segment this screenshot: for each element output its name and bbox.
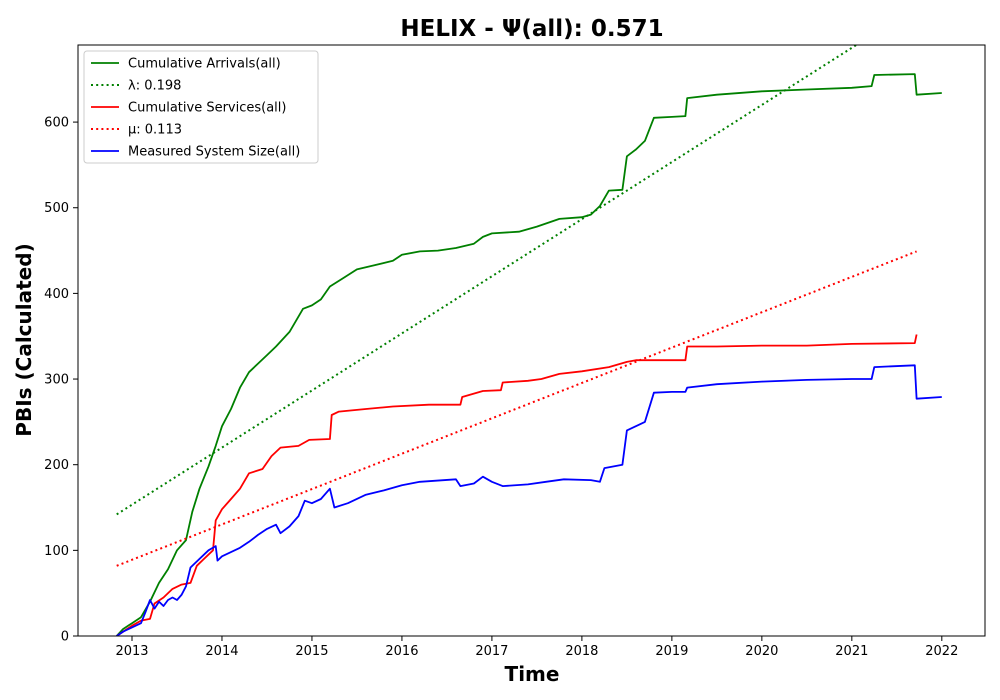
x-tick-label: 2015 — [295, 644, 328, 659]
x-tick-label: 2020 — [745, 644, 778, 659]
series-line-1 — [116, 45, 857, 516]
x-tick-label: 2013 — [115, 644, 148, 659]
legend-label-4: Measured System Size(all) — [128, 145, 300, 160]
legend-label-1: λ: 0.198 — [128, 79, 181, 94]
x-axis-label: Time — [505, 662, 560, 686]
x-tick-label: 2019 — [655, 644, 688, 659]
series-line-2 — [116, 334, 918, 636]
y-tick-label: 600 — [44, 116, 69, 131]
legend: Cumulative Arrivals(all) λ: 0.198 Cumulati… — [83, 50, 319, 164]
chart-title: HELIX - Ψ(all): 0.571 — [400, 16, 663, 42]
y-tick-label: 300 — [44, 373, 69, 388]
y-tick-label: 100 — [44, 544, 69, 559]
series-line-4 — [116, 364, 942, 636]
x-tick-label: 2022 — [925, 644, 958, 659]
series-line-3 — [116, 250, 917, 567]
y-tick-label: 500 — [44, 201, 69, 216]
legend-label-3: μ: 0.113 — [128, 123, 182, 138]
x-tick-label: 2017 — [475, 644, 508, 659]
x-tick-label: 2021 — [835, 644, 868, 659]
series-layer — [116, 45, 942, 636]
y-tick-label: 400 — [44, 287, 69, 302]
x-tick-label: 2016 — [385, 644, 418, 659]
legend-label-2: Cumulative Services(all) — [128, 101, 286, 116]
legend-label-0: Cumulative Arrivals(all) — [128, 57, 281, 72]
y-tick-label: 200 — [44, 458, 69, 473]
legend-box — [83, 50, 319, 164]
x-tick-label: 2018 — [565, 644, 598, 659]
x-tick-label: 2014 — [205, 644, 238, 659]
y-axis-label: PBIs (Calculated) — [12, 243, 36, 436]
y-tick-label: 0 — [61, 630, 69, 645]
plot-frame — [77, 44, 986, 637]
series-line-0 — [116, 73, 942, 636]
axes-layer: 2013 2014 2015 2016 2017 2018 2019 2020 2021 2022… — [44, 116, 958, 659]
